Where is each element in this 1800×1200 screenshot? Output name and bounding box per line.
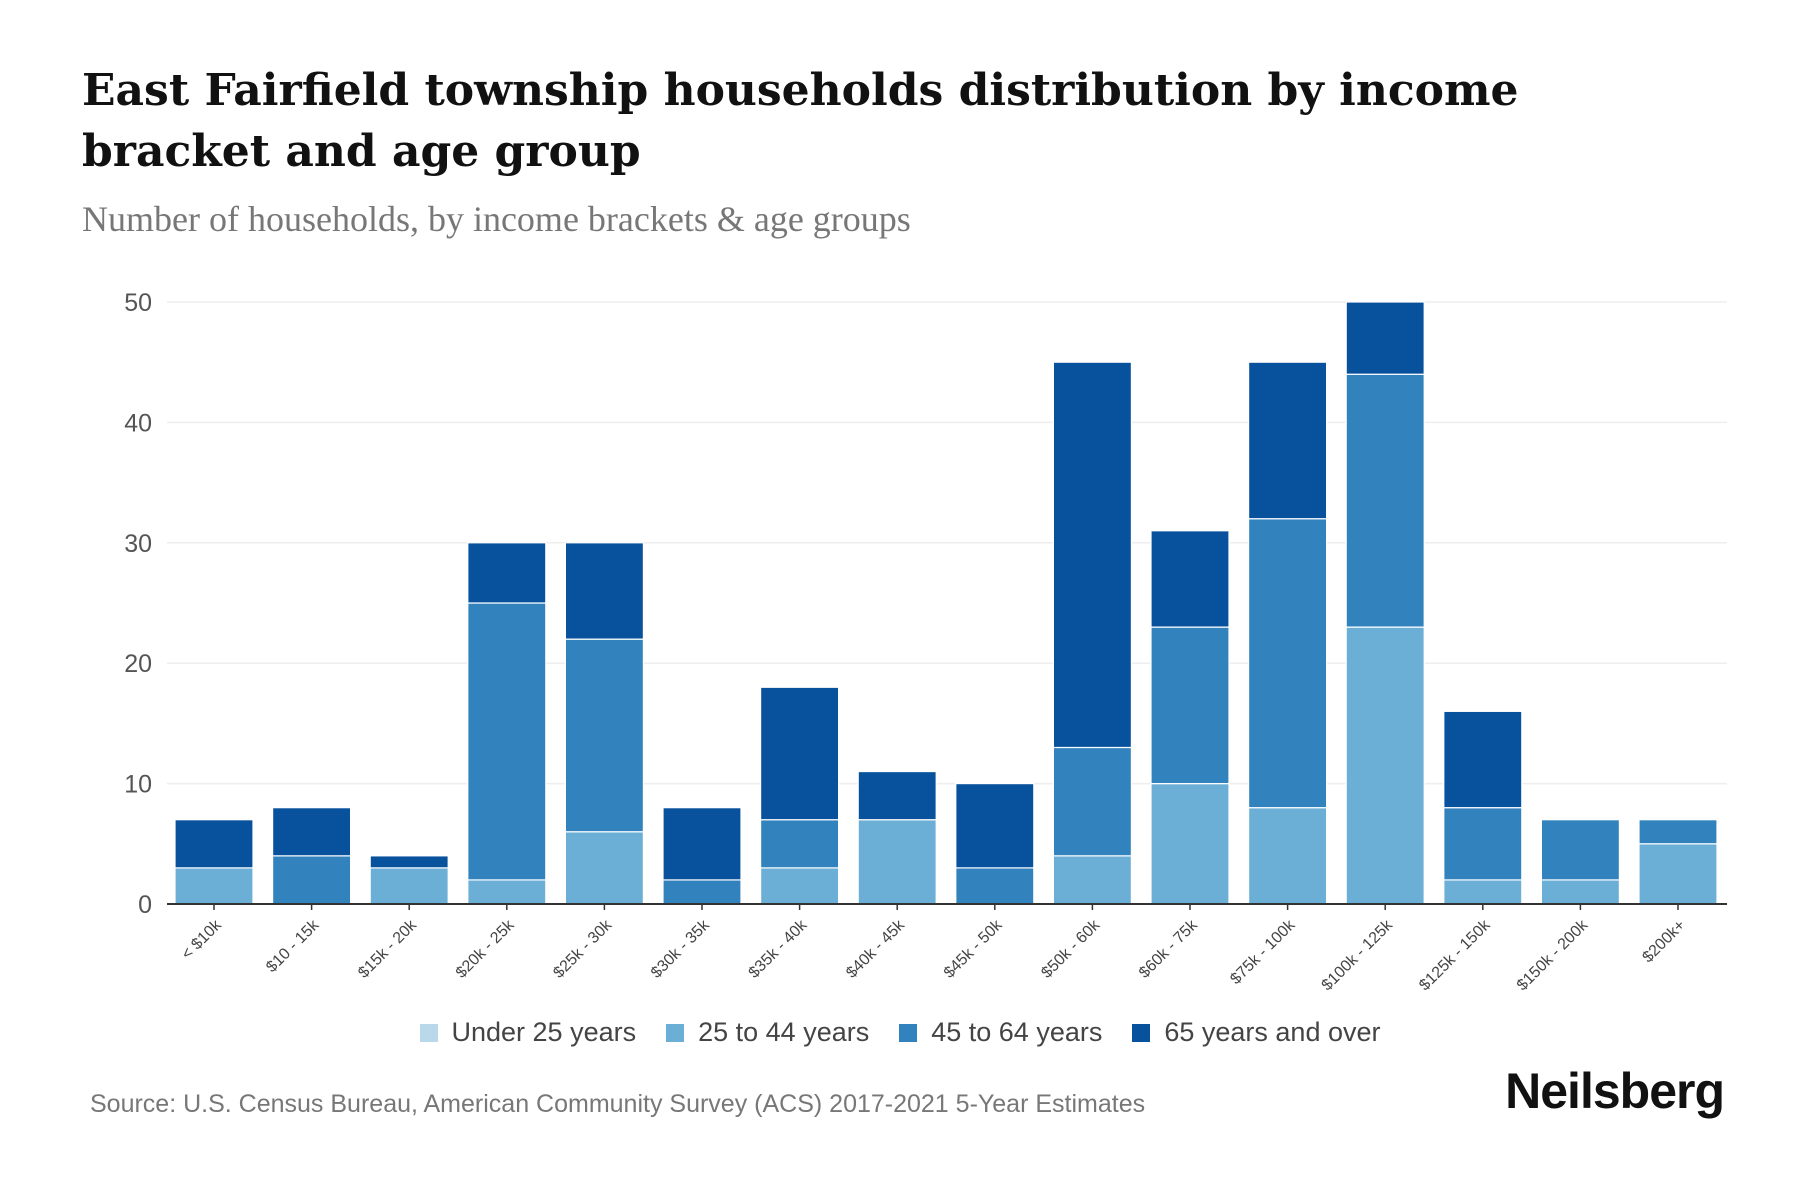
bar-segment	[1443, 879, 1523, 905]
legend-swatch	[1132, 1023, 1151, 1042]
bar-segment	[174, 819, 254, 869]
bar-segment	[272, 855, 352, 905]
bar-segment	[662, 879, 742, 905]
bar-segment	[564, 638, 645, 833]
x-tick-label: $30k - 35k	[648, 916, 714, 982]
bar-segment	[369, 855, 449, 869]
x-tick-label: $50k - 60k	[1038, 916, 1104, 982]
legend-swatch	[899, 1023, 918, 1042]
x-tick-label: $25k - 30k	[550, 916, 616, 982]
legend-label: 45 to 64 years	[931, 1017, 1103, 1047]
source-note: Source: U.S. Census Bureau, American Com…	[90, 1090, 1146, 1118]
bar-segment	[857, 770, 937, 821]
y-tick-label: 30	[124, 530, 152, 558]
x-tick-label: $40k - 45k	[843, 916, 909, 982]
y-tick-label: 0	[138, 891, 152, 919]
bar-segment	[955, 782, 1035, 869]
bar-segment	[759, 867, 840, 905]
bar-segment	[1443, 807, 1523, 881]
x-tick-label: $200k+	[1639, 917, 1688, 966]
legend-item: 45 to 64 years	[899, 1017, 1102, 1048]
bar-segment	[564, 831, 645, 905]
legend-label: 25 to 44 years	[698, 1017, 870, 1047]
neilsberg-logo: Neilsberg	[1505, 1063, 1725, 1119]
x-tick-label: $60k - 75k	[1136, 916, 1202, 982]
bar-segment	[467, 879, 547, 905]
bar-segment	[369, 867, 449, 905]
y-tick-label: 10	[124, 771, 152, 799]
x-tick-label: $45k - 50k	[941, 916, 1007, 982]
x-tick-label: $35k - 40k	[746, 916, 812, 982]
legend-swatch	[419, 1023, 438, 1042]
bar-segment	[272, 807, 352, 857]
stacked-bar-chart: 0 10 20 30 40 50 < $10k $10 - 15k $15k - 20k $20k…	[124, 289, 1727, 994]
bar-segment	[1150, 530, 1230, 628]
legend-swatch	[666, 1023, 685, 1042]
legend-item: 25 to 44 years	[666, 1017, 869, 1048]
bar-segment	[1052, 361, 1133, 749]
bar-segment	[857, 819, 937, 905]
bar-segment	[467, 542, 547, 604]
x-tick-label: $125k - 150k	[1416, 916, 1494, 994]
bar-segment	[1247, 807, 1328, 905]
bar-segment	[759, 686, 840, 821]
y-tick-label: 20	[124, 650, 152, 678]
x-tick-label: $10 - 15k	[263, 916, 323, 976]
bar-segment	[1247, 361, 1328, 520]
bar-segment	[1150, 782, 1230, 905]
bar-segment	[1247, 518, 1328, 809]
x-tick-label: < $10k	[179, 916, 226, 963]
legend-label: 65 years and over	[1164, 1017, 1381, 1047]
x-tick-label: $15k - 20k	[355, 916, 421, 982]
bar-segment	[759, 819, 840, 869]
x-tick-label: $75k - 100k	[1227, 916, 1299, 988]
bar-segment	[1638, 819, 1718, 845]
legend-label: Under 25 years	[451, 1017, 637, 1047]
x-tick-label: $150k - 200k	[1514, 916, 1592, 994]
bar-segment	[1345, 626, 1425, 905]
bar-segment	[467, 602, 547, 881]
bar-segment	[1540, 879, 1621, 905]
x-tick-label: $100k - 125k	[1319, 916, 1397, 994]
bar-segment	[955, 867, 1035, 905]
bar-segment	[1150, 626, 1230, 785]
bar-segment	[564, 542, 645, 640]
bar-segment	[1052, 746, 1133, 857]
y-tick-label: 40	[124, 409, 152, 437]
bar-segment	[1443, 710, 1523, 809]
y-tick-label: 50	[124, 289, 152, 317]
legend-item: 65 years and over	[1132, 1017, 1381, 1048]
x-tick-label: $20k - 25k	[453, 916, 519, 982]
legend-item: Under 25 years	[419, 1017, 637, 1048]
bar-segment	[1345, 301, 1425, 375]
bar-segment	[662, 807, 742, 881]
bar-segment	[1345, 373, 1425, 628]
bar-segment	[1540, 819, 1621, 881]
bar-segment	[174, 867, 254, 905]
chart-title: East Fairfield township households distr…	[82, 65, 1519, 177]
bar-segment	[1052, 855, 1133, 905]
bar-segment	[1638, 843, 1718, 905]
chart-subtitle: Number of households, by income brackets…	[82, 199, 911, 239]
legend: Under 25 years 25 to 44 years 45 to 64 yea…	[0, 1017, 1800, 1048]
